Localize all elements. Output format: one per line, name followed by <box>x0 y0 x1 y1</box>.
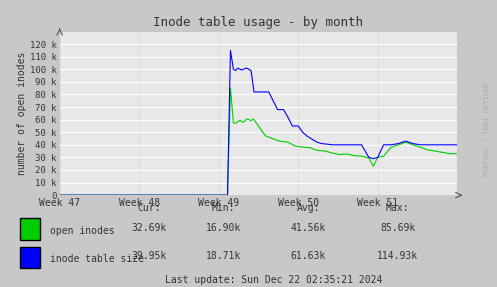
Text: inode table size: inode table size <box>50 254 144 263</box>
Text: RRDTOOL / TOBI OETIKER: RRDTOOL / TOBI OETIKER <box>484 82 490 176</box>
Text: 61.63k: 61.63k <box>291 251 326 261</box>
Text: 85.69k: 85.69k <box>380 223 415 233</box>
Text: Min:: Min: <box>212 203 236 213</box>
Text: Last update: Sun Dec 22 02:35:21 2024: Last update: Sun Dec 22 02:35:21 2024 <box>165 275 382 285</box>
Y-axis label: number of open inodes: number of open inodes <box>17 52 27 175</box>
Text: 16.90k: 16.90k <box>206 223 241 233</box>
Text: Cur:: Cur: <box>137 203 161 213</box>
Text: 114.93k: 114.93k <box>377 251 418 261</box>
Text: open inodes: open inodes <box>50 226 114 236</box>
Text: Max:: Max: <box>386 203 410 213</box>
Text: 39.95k: 39.95k <box>132 251 166 261</box>
FancyBboxPatch shape <box>20 218 40 240</box>
Text: 41.56k: 41.56k <box>291 223 326 233</box>
Text: Avg:: Avg: <box>296 203 320 213</box>
Title: Inode table usage - by month: Inode table usage - by month <box>154 16 363 29</box>
FancyBboxPatch shape <box>20 247 40 268</box>
Text: 18.71k: 18.71k <box>206 251 241 261</box>
Text: 32.69k: 32.69k <box>132 223 166 233</box>
